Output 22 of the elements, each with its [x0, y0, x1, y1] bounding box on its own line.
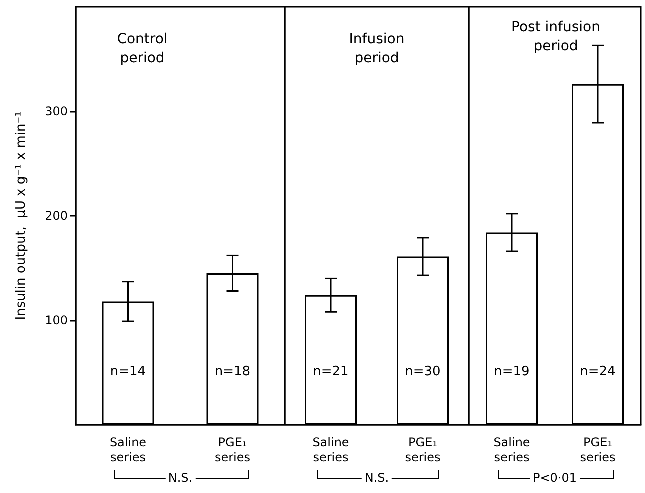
x-tick-label: Saline series [312, 436, 350, 464]
x-tick-label: PGE₁ series [580, 436, 616, 464]
x-tick-label: Saline series [494, 436, 530, 464]
x-tick-label: PGE₁ series [214, 436, 251, 464]
annotation: n=21 [313, 364, 349, 380]
y-tick-label: 200 [45, 209, 68, 223]
text: Infusion period [349, 32, 405, 66]
text: Control period [117, 32, 168, 66]
text: Post infusion period [512, 20, 600, 54]
annotation: n=24 [580, 364, 616, 380]
text: N.S. [362, 471, 392, 485]
text: N.S. [165, 471, 196, 485]
x-tick-label: Saline series [110, 436, 147, 464]
annotation: n=19 [494, 364, 530, 380]
annotation: n=14 [110, 364, 146, 380]
annotation: n=18 [214, 364, 251, 380]
annotation: n=30 [405, 364, 441, 380]
x-tick-label: PGE₁ series [405, 436, 441, 464]
text: P<0·01 [530, 471, 580, 485]
y-tick-label: 100 [45, 314, 68, 328]
y-axis-title: Insulin output, μU x g⁻¹ x min⁻¹ [14, 112, 29, 320]
y-tick-label: 300 [45, 104, 68, 118]
